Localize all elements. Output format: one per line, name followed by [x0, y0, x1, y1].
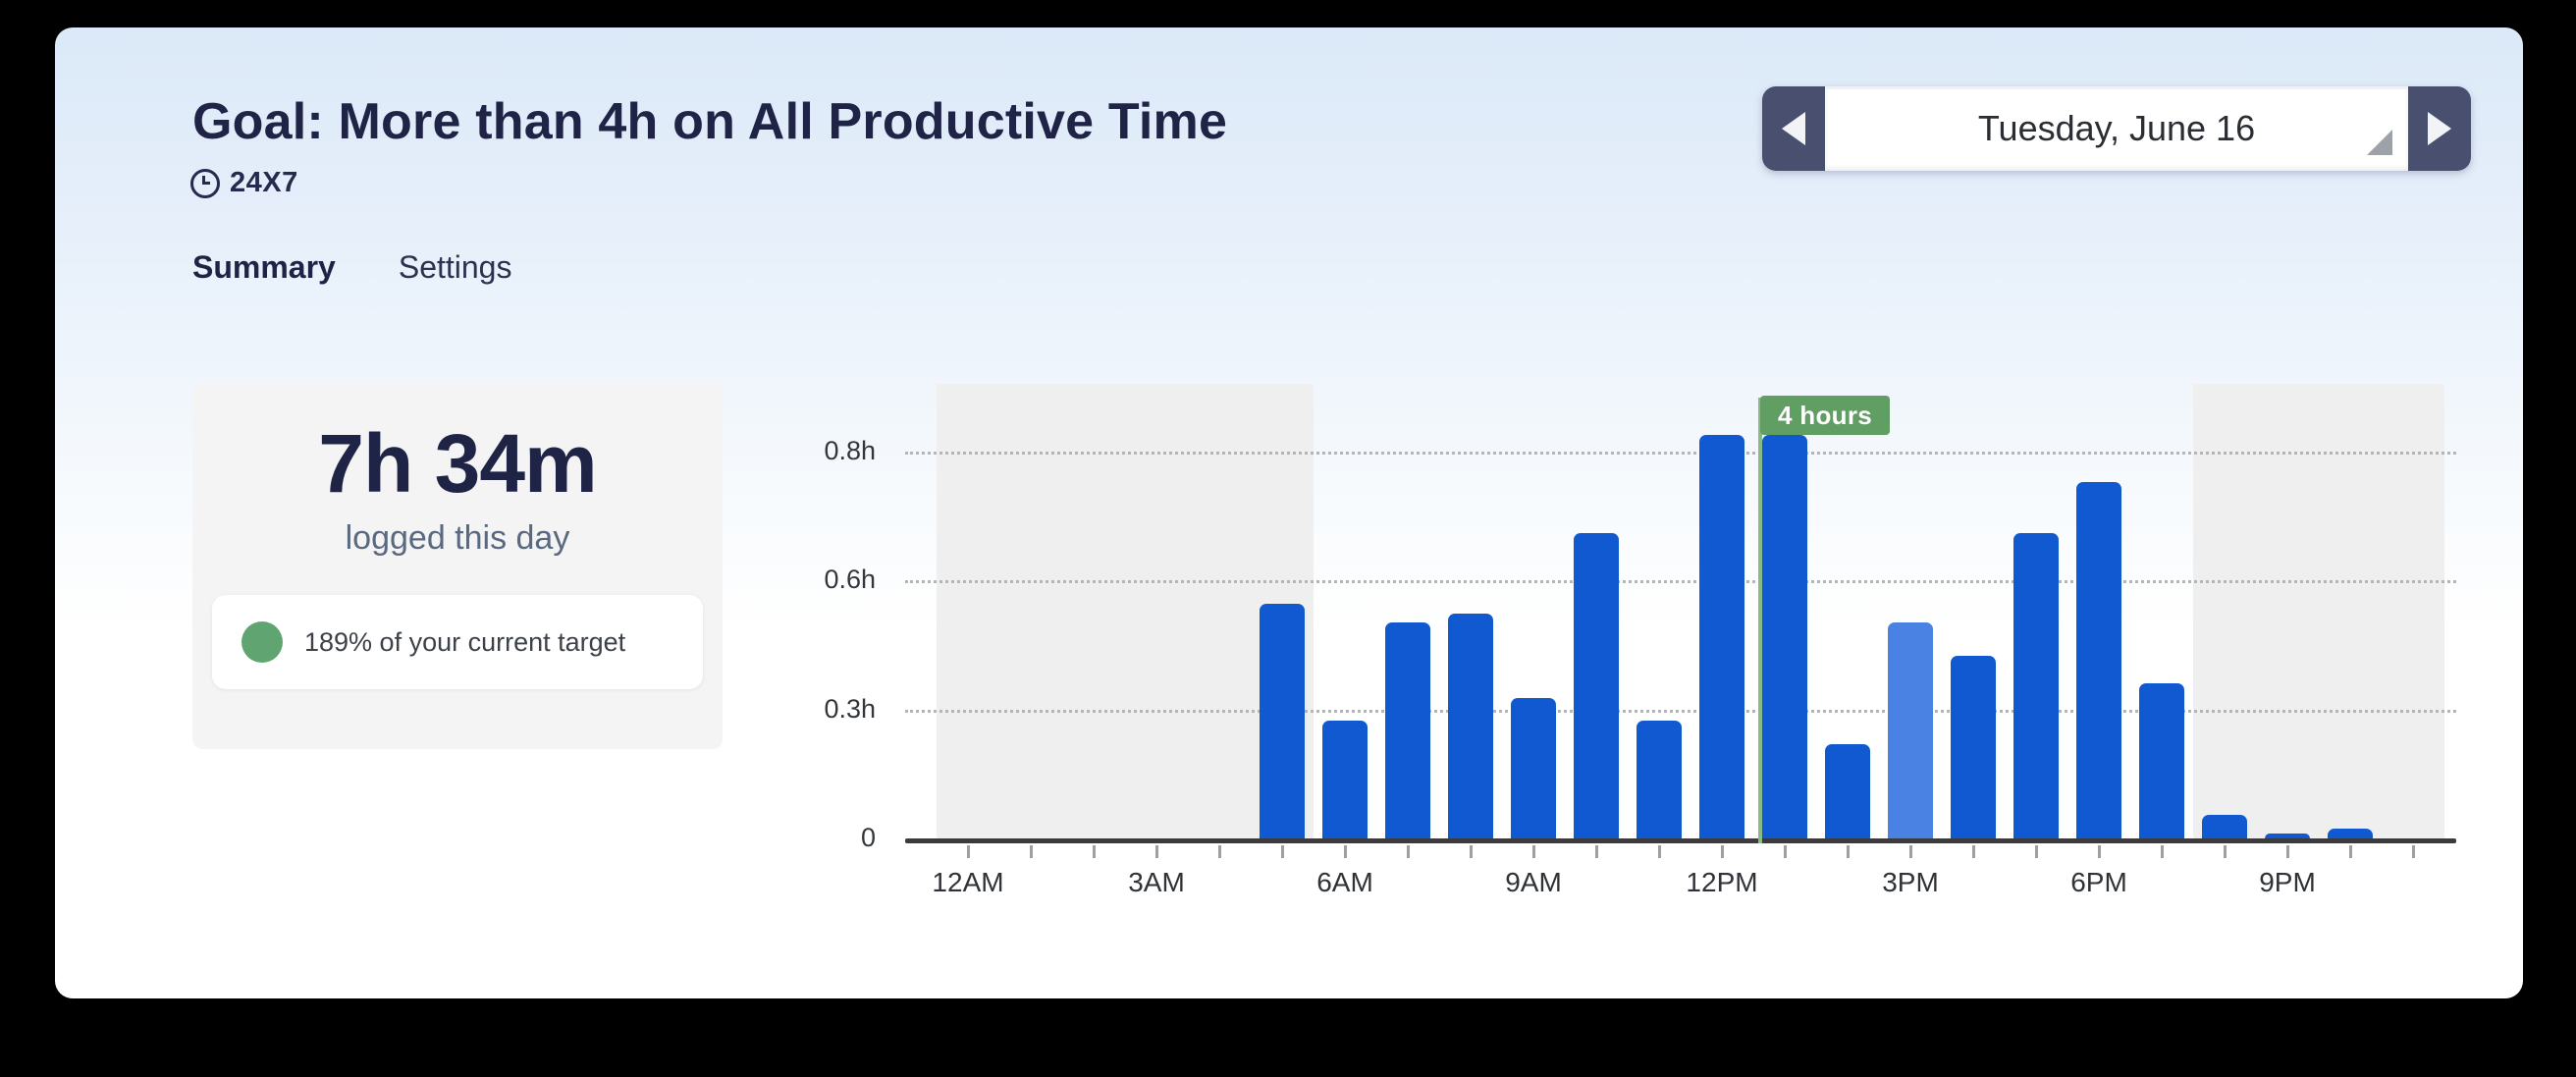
bar-9pm[interactable]: [2265, 834, 2310, 838]
x-axis-tick-2pm: [1847, 845, 1850, 858]
page-title: Goal: More than 4h on All Productive Tim…: [192, 93, 1228, 150]
logged-time-value: 7h 34m: [318, 417, 598, 510]
chevron-left-icon: [1782, 112, 1805, 145]
y-axis-label-0.3h: 0.3h: [824, 694, 876, 724]
goal-schedule: 24X7: [190, 167, 298, 199]
date-select[interactable]: Tuesday, June 16: [1825, 86, 2408, 171]
bar-8am[interactable]: [1448, 614, 1493, 838]
x-axis-tick-9pm: [2286, 845, 2289, 858]
bar-9am[interactable]: [1511, 698, 1556, 838]
clock-icon: [190, 168, 220, 198]
x-axis-tick-8pm: [2224, 845, 2227, 858]
x-axis-tick-9am: [1532, 845, 1535, 858]
bar-10am[interactable]: [1574, 533, 1619, 838]
x-axis-tick-11am: [1658, 845, 1661, 858]
x-axis-tick-10am: [1595, 845, 1598, 858]
bar-2pm[interactable]: [1825, 744, 1870, 838]
target-status-text: 189% of your current target: [304, 626, 626, 657]
logged-time-card: 7h 34m logged this day 189% of your curr…: [192, 383, 723, 749]
x-axis-tick-6pm: [2098, 845, 2101, 858]
chevron-right-icon: [2428, 112, 2451, 145]
x-axis-tick-4am: [1218, 845, 1221, 858]
goal-marker-badge: 4 hours: [1760, 396, 1891, 435]
clock-minute-hand: [202, 175, 205, 185]
bar-6am[interactable]: [1322, 721, 1368, 838]
bar-10pm[interactable]: [2328, 829, 2373, 838]
bar-6pm[interactable]: [2076, 482, 2121, 838]
x-axis-label-9pm: 9PM: [2259, 867, 2316, 897]
bar-5pm[interactable]: [2013, 533, 2059, 838]
x-axis-tick-6am: [1344, 845, 1347, 858]
bar-11am[interactable]: [1637, 721, 1682, 838]
bar-7am[interactable]: [1385, 622, 1430, 838]
x-axis-tick-1am: [1030, 845, 1033, 858]
x-axis-tick-2am: [1093, 845, 1096, 858]
x-axis-tick-10pm: [2349, 845, 2352, 858]
tab-settings[interactable]: Settings: [398, 249, 512, 285]
bar-12pm[interactable]: [1699, 435, 1744, 838]
x-axis-tick-7am: [1407, 845, 1410, 858]
previous-day-button[interactable]: [1762, 86, 1825, 171]
goal-marker-line: [1758, 398, 1762, 843]
x-axis-label-12pm: 12PM: [1686, 867, 1758, 897]
x-axis-tick-8am: [1470, 845, 1473, 858]
clock-hour-hand: [202, 181, 210, 185]
x-axis-label-3am: 3AM: [1128, 867, 1185, 897]
y-axis-label-0.6h: 0.6h: [824, 565, 876, 594]
date-navigation: Tuesday, June 16: [1762, 86, 2471, 171]
gridline-0.8h: [905, 452, 2456, 455]
y-axis-label-0: 0: [860, 823, 876, 852]
bar-5am[interactable]: [1260, 604, 1305, 838]
next-day-button[interactable]: [2408, 86, 2471, 171]
target-status-card: 189% of your current target: [212, 595, 703, 689]
status-dot-icon: [242, 621, 283, 663]
x-axis-tick-4pm: [1972, 845, 1975, 858]
bar-8pm[interactable]: [2202, 815, 2247, 838]
gridline-0.3h: [905, 710, 2456, 713]
x-axis-tick-3pm: [1909, 845, 1912, 858]
x-axis-tick-5am: [1281, 845, 1284, 858]
x-axis-tick-7pm: [2161, 845, 2164, 858]
plot-area: 12AM 3AM 6AM 9AM 12PM 3PM 6PM 9PM 4 hours: [905, 384, 2456, 897]
off-hours-band: [2193, 384, 2444, 838]
schedule-label: 24X7: [230, 167, 298, 198]
x-axis-label-6pm: 6PM: [2070, 867, 2127, 897]
gridline-0.6h: [905, 580, 2456, 583]
x-axis-label-3pm: 3PM: [1882, 867, 1939, 897]
logged-time-caption: logged this day: [345, 519, 570, 557]
x-axis-label-6am: 6AM: [1316, 867, 1373, 897]
x-axis-tick-5pm: [2035, 845, 2038, 858]
tab-summary[interactable]: Summary: [192, 249, 336, 285]
x-axis-tick-12am: [967, 845, 970, 858]
x-axis-label-9am: 9AM: [1505, 867, 1562, 897]
goal-detail-panel: Goal: More than 4h on All Productive Tim…: [55, 27, 2523, 998]
y-axis-label-0.8h: 0.8h: [824, 436, 876, 465]
x-axis-tick-12pm: [1721, 845, 1724, 858]
x-axis-tick-11pm: [2412, 845, 2415, 858]
bar-7pm[interactable]: [2139, 683, 2184, 838]
dropdown-grip-icon: [2367, 130, 2392, 155]
bar-4pm[interactable]: [1951, 656, 1996, 838]
x-axis-tick-3am: [1155, 845, 1158, 858]
bar-1pm[interactable]: [1762, 435, 1807, 838]
tab-bar: Summary Settings: [192, 249, 511, 286]
off-hours-band: [937, 384, 1314, 838]
x-axis-tick-1pm: [1784, 845, 1787, 858]
bar-3pm[interactable]: [1888, 622, 1933, 838]
selected-date-label: Tuesday, June 16: [1977, 108, 2256, 148]
x-axis-label-12am: 12AM: [932, 867, 1004, 897]
x-axis-line: [905, 838, 2456, 843]
